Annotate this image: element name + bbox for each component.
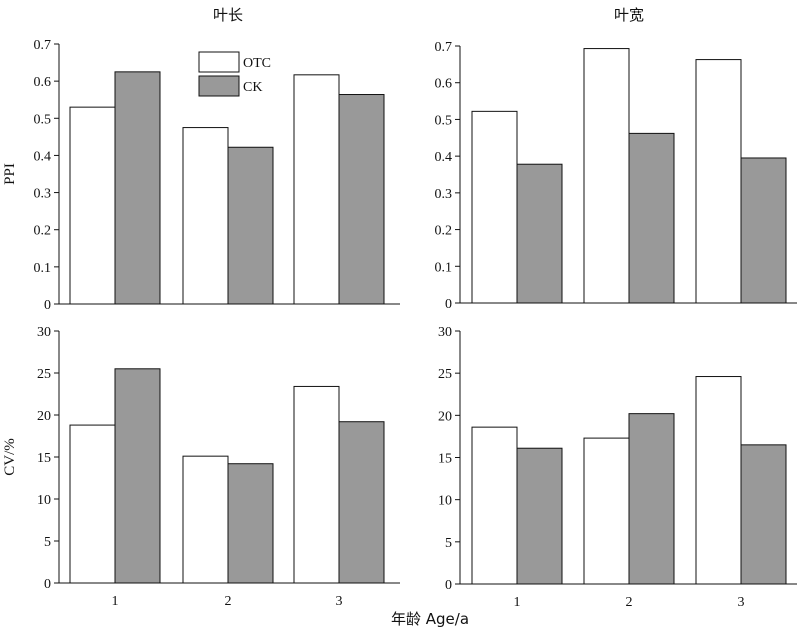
legend-swatch-otc — [198, 51, 240, 73]
bar-otc-2 — [182, 127, 229, 305]
bar-otc-1 — [69, 106, 116, 305]
x-tick-label: 3 — [336, 594, 343, 609]
y-tick-label: 0.2 — [34, 224, 52, 239]
x-axis-title: 年龄 Age/a — [391, 610, 469, 628]
y-tick-label: 25 — [438, 367, 452, 382]
y-tick-label: 0.3 — [34, 187, 52, 202]
x-tick-label: 2 — [626, 595, 633, 610]
bar-otc-1 — [69, 424, 116, 584]
panel-title: 叶长 — [213, 6, 243, 24]
bar-ck-3 — [740, 444, 787, 585]
y-axis-title: CV/% — [2, 438, 18, 476]
bar-otc-3 — [293, 74, 340, 305]
bar-otc-3 — [293, 385, 340, 584]
bar-ck-2 — [628, 413, 675, 585]
bar-otc-3 — [695, 376, 742, 585]
y-tick-label: 0.6 — [435, 77, 453, 92]
x-tick-label: 1 — [514, 595, 521, 610]
chart-panel-2: 0 0.1 0.2 0.3 0.4 0.5 0.6 0.7 叶宽 — [435, 6, 797, 312]
y-tick-label: 25 — [37, 367, 51, 382]
bar-otc-2 — [583, 437, 630, 585]
bar-ck-1 — [516, 447, 563, 585]
y-tick-label: 10 — [37, 493, 51, 508]
legend: OTC CK — [198, 51, 271, 97]
bar-ck-2 — [628, 132, 675, 304]
bar-otc-2 — [583, 48, 630, 304]
y-tick-label: 0.2 — [435, 224, 453, 239]
bar-ck-2 — [227, 146, 274, 305]
y-tick-label: 0.7 — [435, 40, 453, 55]
x-tick-label: 1 — [112, 594, 119, 609]
y-tick-label: 0.3 — [435, 187, 453, 202]
y-tick-label: 0.7 — [34, 38, 52, 53]
y-tick-label: 0.1 — [435, 260, 453, 275]
y-tick-label: 5 — [445, 536, 452, 551]
bar-otc-1 — [471, 110, 518, 304]
chart-panel-4: 0 5 10 15 20 25 30 1 2 3 — [438, 325, 797, 610]
y-tick-label: 15 — [438, 452, 452, 467]
y-tick-label: 30 — [37, 325, 51, 340]
bar-otc-3 — [695, 59, 742, 304]
x-tick-label: 2 — [225, 594, 232, 609]
x-tick-label: 3 — [738, 595, 745, 610]
y-tick-label: 15 — [37, 451, 51, 466]
y-tick-label: 0.5 — [34, 112, 52, 127]
bar-ck-1 — [114, 368, 161, 584]
bar-otc-1 — [471, 426, 518, 585]
chart-panel-3: 0 5 10 15 20 25 30 1 2 3 CV/% — [2, 325, 400, 609]
panel-title: 叶宽 — [614, 6, 644, 24]
y-tick-label: 20 — [37, 409, 51, 424]
y-tick-label: 10 — [438, 494, 452, 509]
y-tick-label: 0.4 — [34, 149, 52, 164]
bar-ck-3 — [338, 94, 385, 305]
bar-ck-1 — [114, 71, 161, 305]
y-tick-label: 0.4 — [435, 150, 453, 165]
y-axis-title: PPI — [2, 163, 18, 185]
chart-panel-1: 0 0.1 0.2 0.3 0.4 0.5 0.6 0.7 叶长 PPI — [2, 6, 400, 313]
legend-label-ck: CK — [243, 80, 262, 95]
bar-ck-3 — [338, 421, 385, 584]
legend-swatch-ck — [198, 75, 240, 97]
y-tick-label: 20 — [438, 409, 452, 424]
y-tick-label: 0 — [44, 298, 51, 313]
y-tick-label: 0 — [44, 577, 51, 592]
y-tick-label: 5 — [44, 535, 51, 550]
y-tick-label: 0 — [445, 578, 452, 593]
legend-label-otc: OTC — [243, 56, 271, 71]
y-tick-label: 30 — [438, 325, 452, 340]
bar-ck-1 — [516, 163, 563, 304]
y-tick-label: 0.5 — [435, 113, 453, 128]
bar-otc-2 — [182, 455, 229, 584]
y-tick-label: 0.1 — [34, 261, 52, 276]
bar-ck-2 — [227, 463, 274, 584]
y-tick-label: 0 — [445, 297, 452, 312]
bar-ck-3 — [740, 157, 787, 304]
y-tick-label: 0.6 — [34, 75, 52, 90]
